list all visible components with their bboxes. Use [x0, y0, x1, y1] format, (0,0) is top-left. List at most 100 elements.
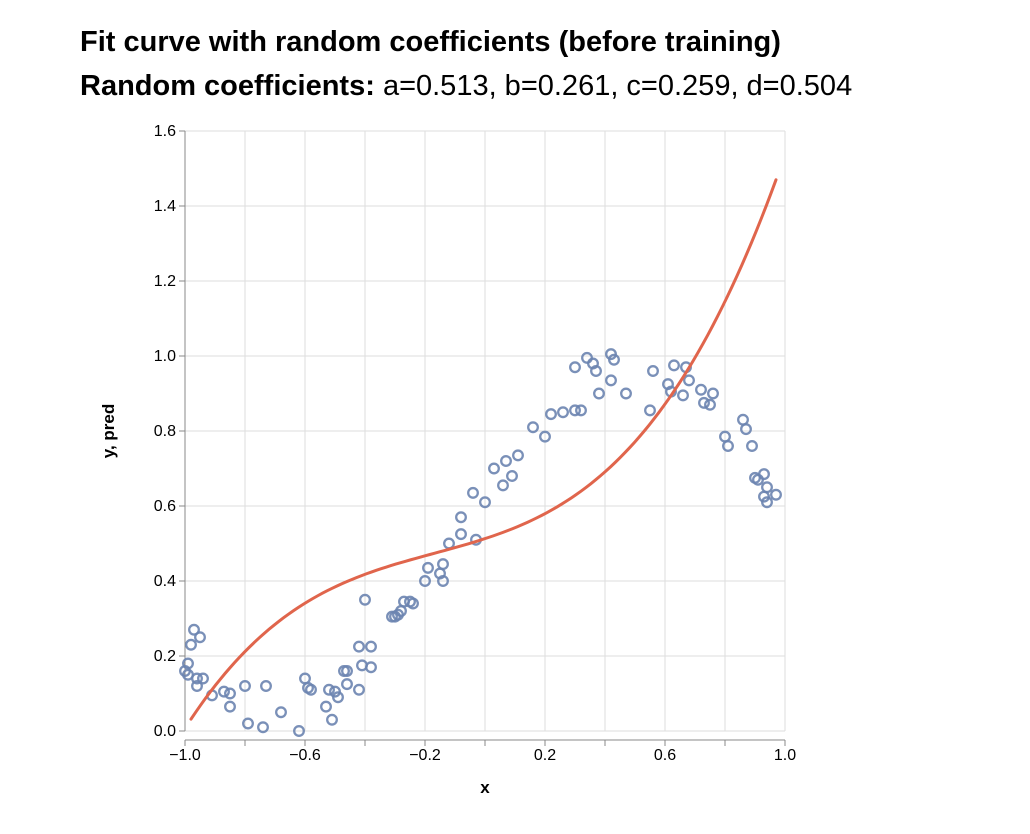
data-point [455, 511, 467, 524]
y-tick-label: 1.4 [154, 198, 176, 215]
subtitle-label: Random coefficients: [80, 70, 375, 102]
data-point [761, 481, 773, 494]
data-point [437, 558, 449, 571]
data-point [320, 700, 332, 713]
data-point [275, 706, 287, 719]
data-point [575, 404, 587, 417]
chart-subtitle: Random coefficients: a=0.513, b=0.261, c… [80, 70, 852, 103]
pred-curve-line [189, 178, 778, 721]
data-point [407, 597, 419, 610]
data-point [260, 680, 272, 692]
data-point [455, 528, 467, 541]
data-point [224, 687, 236, 700]
axes: −1.0 −0.6 −0.2 0.2 0.6 1.0 0.0 0.2 0.4 0.6 0.8 1.0 1… [154, 123, 796, 764]
x-tick-label: 1.0 [774, 747, 796, 764]
grid [184, 130, 786, 732]
data-point [293, 725, 305, 737]
y-axis-title: y, pred [99, 404, 118, 458]
data-point [365, 640, 377, 653]
subtitle-values: a=0.513, b=0.261, c=0.259, d=0.504 [382, 70, 853, 102]
data-point [545, 408, 557, 421]
data-point [593, 387, 605, 400]
data-point [620, 387, 632, 400]
data-point [197, 672, 209, 685]
data-point [419, 575, 431, 587]
y-tick-label: 0.0 [154, 723, 176, 740]
data-point [605, 374, 617, 387]
data-point [353, 683, 365, 696]
data-point [242, 717, 254, 730]
pred-curve-series [189, 178, 778, 721]
data-point [698, 396, 710, 409]
data-point [539, 430, 551, 443]
chart-title: Fit curve with random coefficients (befo… [80, 26, 781, 58]
data-point [647, 365, 659, 377]
y-tick-label: 0.4 [154, 573, 176, 590]
data-point [479, 496, 491, 509]
data-point [752, 473, 764, 486]
x-tick-label: −0.2 [409, 747, 441, 764]
data-point [497, 479, 509, 492]
data-point [194, 631, 206, 644]
data-point [224, 700, 236, 713]
x-tick-label: 0.6 [654, 747, 676, 764]
data-point [644, 404, 656, 417]
data-point [359, 593, 371, 606]
data-point [722, 440, 734, 452]
data-point [467, 486, 479, 499]
scatter-series [179, 348, 782, 737]
data-point [758, 468, 770, 481]
y-tick-label: 1.6 [154, 123, 176, 140]
data-point [695, 383, 707, 396]
data-point [770, 488, 782, 501]
data-point [353, 640, 365, 653]
y-tick-label: 0.6 [154, 498, 176, 515]
data-point [569, 361, 581, 374]
data-point [506, 470, 518, 482]
data-point [341, 665, 353, 677]
data-point [737, 413, 749, 426]
data-point [341, 678, 353, 691]
data-point [326, 713, 338, 726]
data-point [332, 691, 344, 704]
data-point [323, 683, 335, 696]
data-point [569, 404, 581, 417]
data-point [182, 657, 194, 670]
data-point [422, 561, 434, 574]
data-point [437, 575, 449, 587]
data-point [257, 721, 269, 734]
data-point [557, 406, 569, 419]
y-tick-label: 1.2 [154, 273, 176, 290]
data-point [512, 449, 524, 462]
data-point [365, 661, 377, 674]
x-axis-title: x [480, 778, 490, 797]
data-point [527, 421, 539, 434]
data-point [746, 440, 758, 452]
data-point [188, 623, 200, 636]
x-tick-label: 0.2 [534, 747, 556, 764]
y-tick-label: 0.2 [154, 648, 176, 665]
data-point [740, 423, 752, 436]
data-point [704, 398, 716, 411]
data-point [668, 359, 680, 372]
data-point [185, 638, 197, 651]
x-tick-label: −1.0 [169, 747, 201, 764]
data-point [191, 680, 203, 692]
data-point [677, 389, 689, 402]
data-point [305, 683, 317, 696]
data-point [707, 387, 719, 400]
data-point [590, 365, 602, 377]
data-point [191, 672, 203, 685]
data-point [488, 462, 500, 475]
y-tick-label: 1.0 [154, 348, 176, 365]
data-point [239, 680, 251, 692]
x-tick-label: −0.6 [289, 747, 321, 764]
data-point [500, 455, 512, 467]
data-point [761, 496, 773, 509]
data-point [218, 685, 230, 698]
y-tick-label: 0.8 [154, 423, 176, 440]
data-point [581, 351, 593, 364]
data-point [608, 353, 620, 366]
